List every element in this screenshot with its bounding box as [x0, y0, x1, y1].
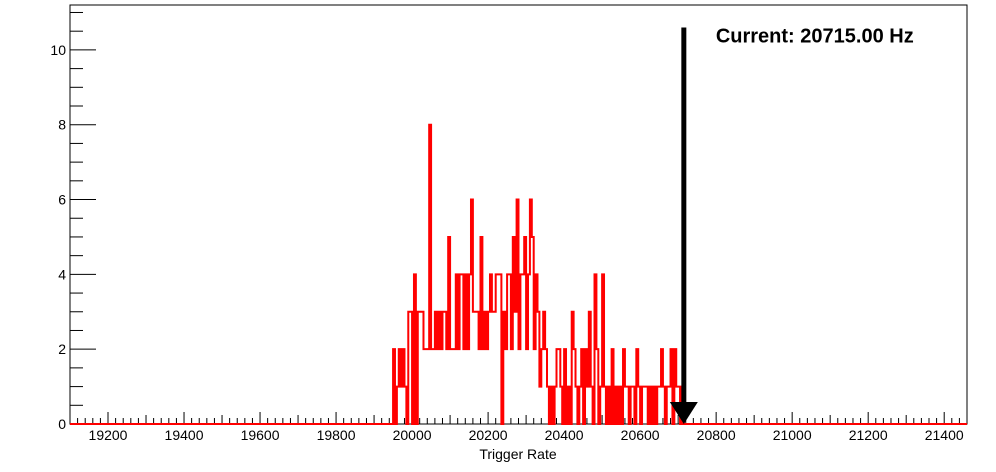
y-tick-label: 8: [58, 117, 66, 133]
x-tick-label: 19200: [89, 427, 128, 443]
x-tick-label: 20600: [621, 427, 660, 443]
current-rate-arrow-head: [669, 402, 698, 424]
x-tick-label: 21000: [773, 427, 812, 443]
x-tick-label: 21400: [925, 427, 964, 443]
x-tick-label: 19600: [241, 427, 280, 443]
x-tick-label: 19800: [317, 427, 356, 443]
x-tick-label: 20000: [393, 427, 432, 443]
x-tick-label: 20400: [545, 427, 584, 443]
x-tick-label: 21200: [849, 427, 888, 443]
y-tick-label: 0: [58, 416, 66, 432]
current-rate-label: Current: 20715.00 Hz: [716, 26, 914, 48]
x-tick-label: 20800: [697, 427, 736, 443]
y-tick-label: 10: [50, 42, 66, 58]
y-tick-label: 4: [58, 266, 66, 282]
y-tick-label: 6: [58, 192, 66, 208]
y-tick-label: 2: [58, 341, 66, 357]
x-tick-label: 19400: [165, 427, 204, 443]
x-axis-title: Trigger Rate: [479, 446, 557, 462]
histogram-outline: [70, 123, 967, 425]
series-layer: [70, 123, 967, 425]
annotation-layer: [669, 27, 698, 424]
x-tick-label: 20200: [469, 427, 508, 443]
